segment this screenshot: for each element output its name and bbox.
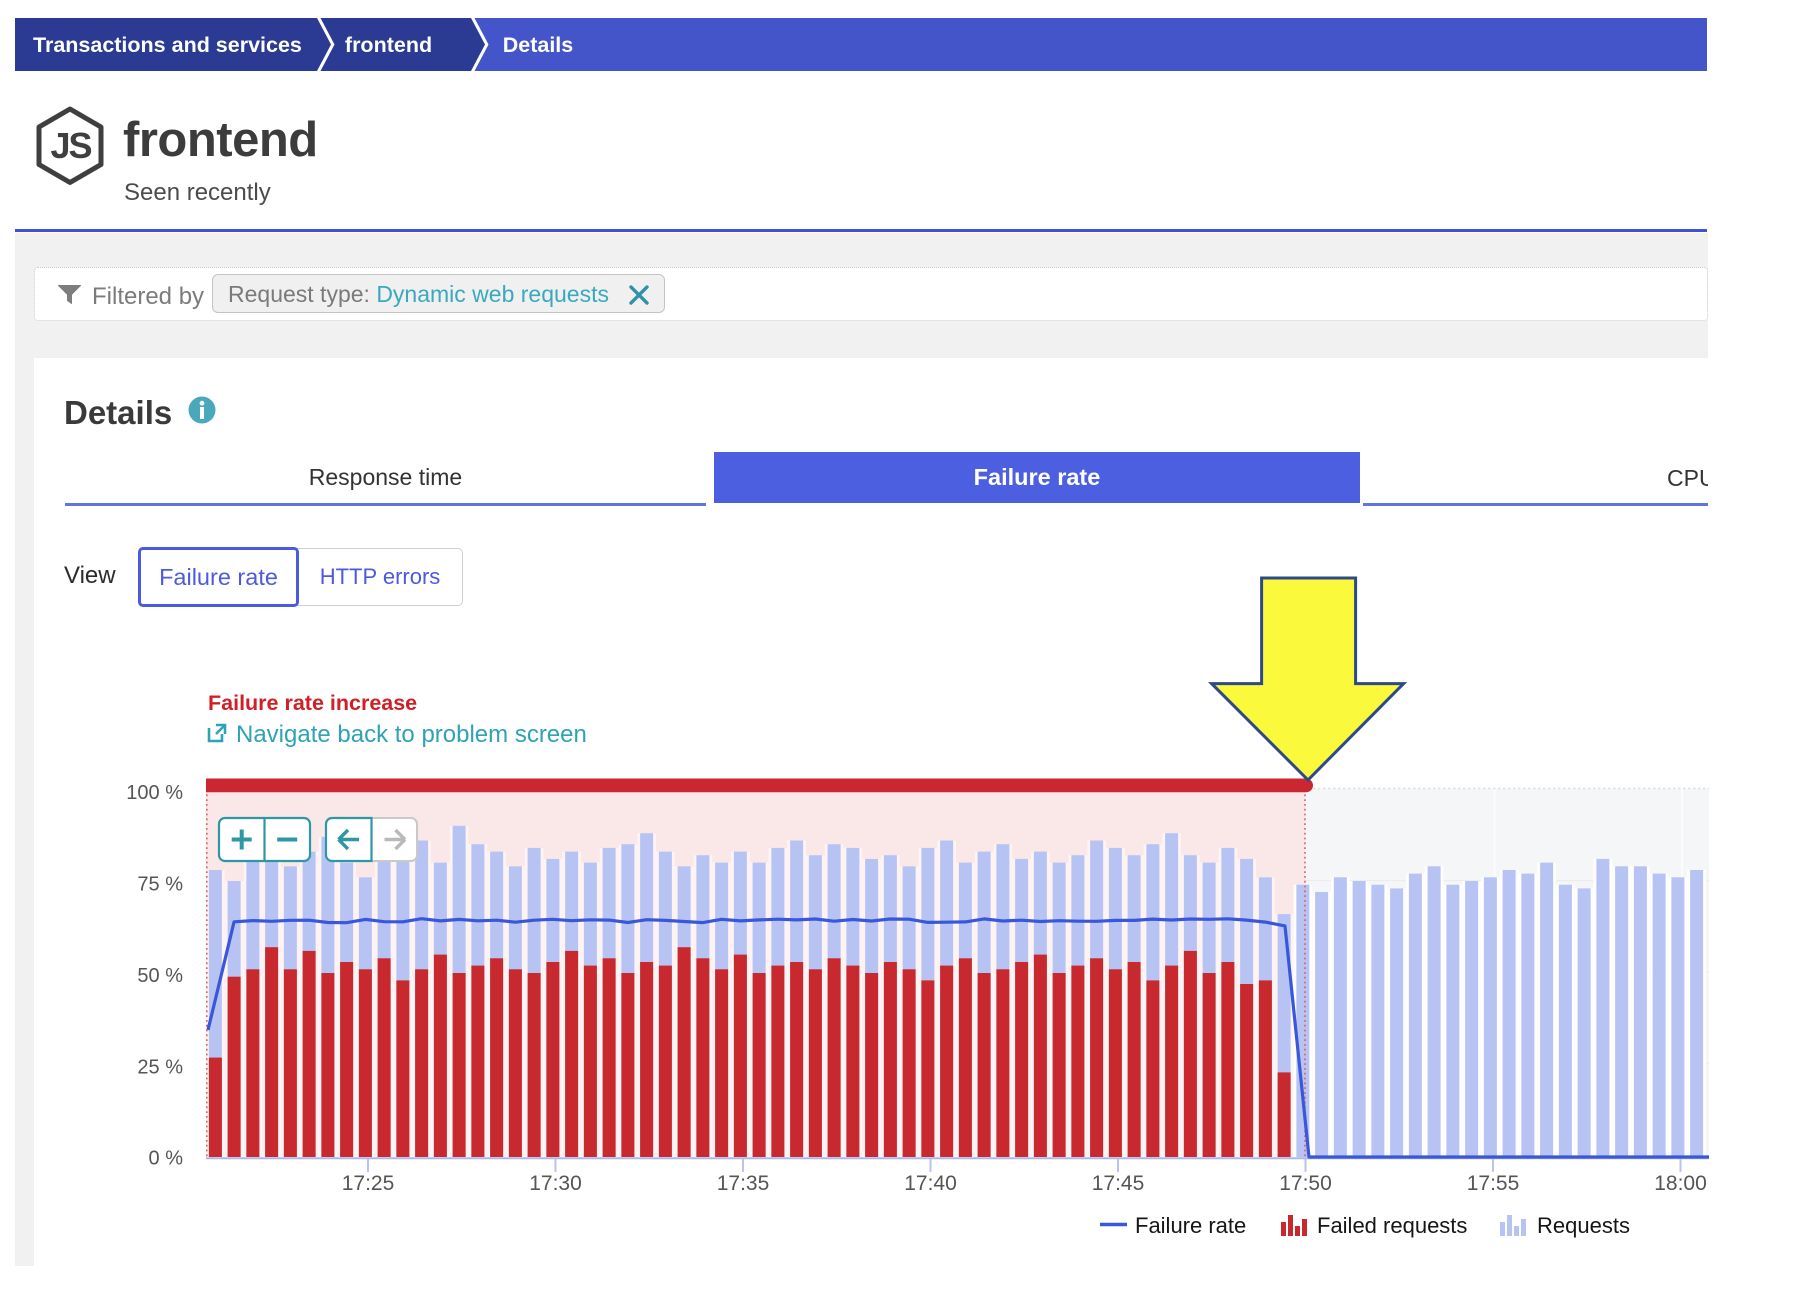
svg-text:25 %: 25 % [137,1057,183,1079]
svg-text:Failure rate: Failure rate [1135,1213,1246,1238]
svg-text:100 %: 100 % [126,782,183,804]
svg-text:JS: JS [50,125,91,166]
svg-text:50 %: 50 % [137,965,183,987]
svg-text:17:30: 17:30 [529,1172,582,1195]
svg-text:Requests: Requests [1537,1213,1630,1238]
svg-text:17:55: 17:55 [1467,1172,1520,1195]
svg-text:Failed requests: Failed requests [1317,1213,1467,1238]
svg-text:17:45: 17:45 [1092,1172,1145,1195]
svg-text:17:50: 17:50 [1279,1172,1332,1195]
svg-text:18:00: 18:00 [1654,1172,1707,1195]
svg-text:0 %: 0 % [149,1148,184,1170]
svg-text:Details: Details [503,33,574,57]
svg-text:frontend: frontend [345,33,432,57]
svg-text:17:25: 17:25 [342,1172,395,1195]
svg-text:Transactions and services: Transactions and services [33,33,302,57]
svg-text:17:40: 17:40 [904,1172,957,1195]
svg-text:17:35: 17:35 [717,1172,770,1195]
svg-text:75 %: 75 % [137,874,183,896]
